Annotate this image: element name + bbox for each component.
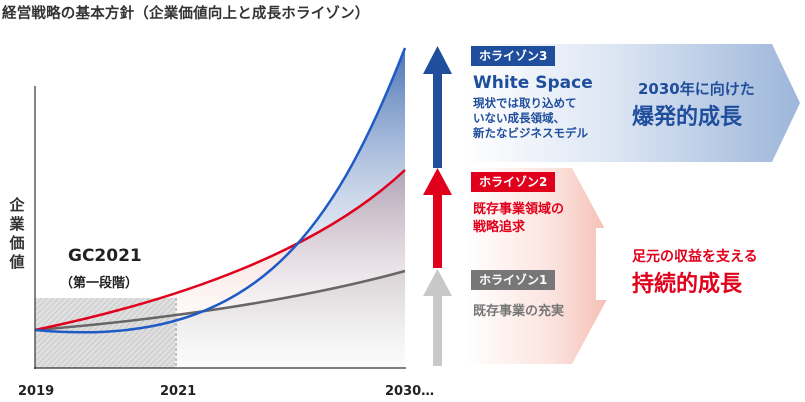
page-title: 経営戦略の基本方針（企業価値向上と成長ホライゾン） xyxy=(2,6,370,22)
horizon12-arrow-shape xyxy=(465,168,625,364)
horizon3-vertical-arrow xyxy=(423,46,452,168)
white-space-description: 現状では取り込めて いない成長領域、 新たなビジネスモデル xyxy=(473,96,588,140)
horizon2-badge: ホライゾン2 xyxy=(471,172,556,192)
revenue-caption: 足元の収益を支える xyxy=(632,249,758,265)
x-tick-2019: 2019 xyxy=(18,384,55,399)
gc2021-region xyxy=(35,298,175,368)
gc2021-label: GC2021 xyxy=(68,246,142,266)
revenue-text-backdrop xyxy=(596,228,796,300)
horizon2-vertical-arrow xyxy=(423,168,452,268)
horizon1-vertical-arrow xyxy=(423,269,452,366)
horizon1-curve xyxy=(34,269,406,332)
horizon2-curve xyxy=(34,169,406,332)
white-space-heading: White Space xyxy=(473,73,593,93)
horizon1-description: 既存事業の充実 xyxy=(473,304,565,319)
x-tick-2021: 2021 xyxy=(160,384,197,399)
horizon1-badge: ホライゾン1 xyxy=(471,270,556,290)
sustainable-growth-label: 持続的成長 xyxy=(632,272,743,297)
growth-goal-caption: 2030年に向けた xyxy=(638,80,755,98)
horizon2-description: 既存事業領域の 戦略追求 xyxy=(473,202,565,235)
horizon3-arrow-shape xyxy=(465,44,800,162)
explosive-growth-label: 爆発的成長 xyxy=(632,105,743,130)
horizon3-curve xyxy=(34,47,407,334)
y-axis-label: 企業価値 xyxy=(9,196,25,271)
horizon3-badge: ホライゾン3 xyxy=(471,46,556,66)
gc2021-sublabel: （第一段階） xyxy=(60,276,139,291)
horizon3-area xyxy=(35,48,405,368)
x-tick-2030: 2030… xyxy=(385,384,435,399)
